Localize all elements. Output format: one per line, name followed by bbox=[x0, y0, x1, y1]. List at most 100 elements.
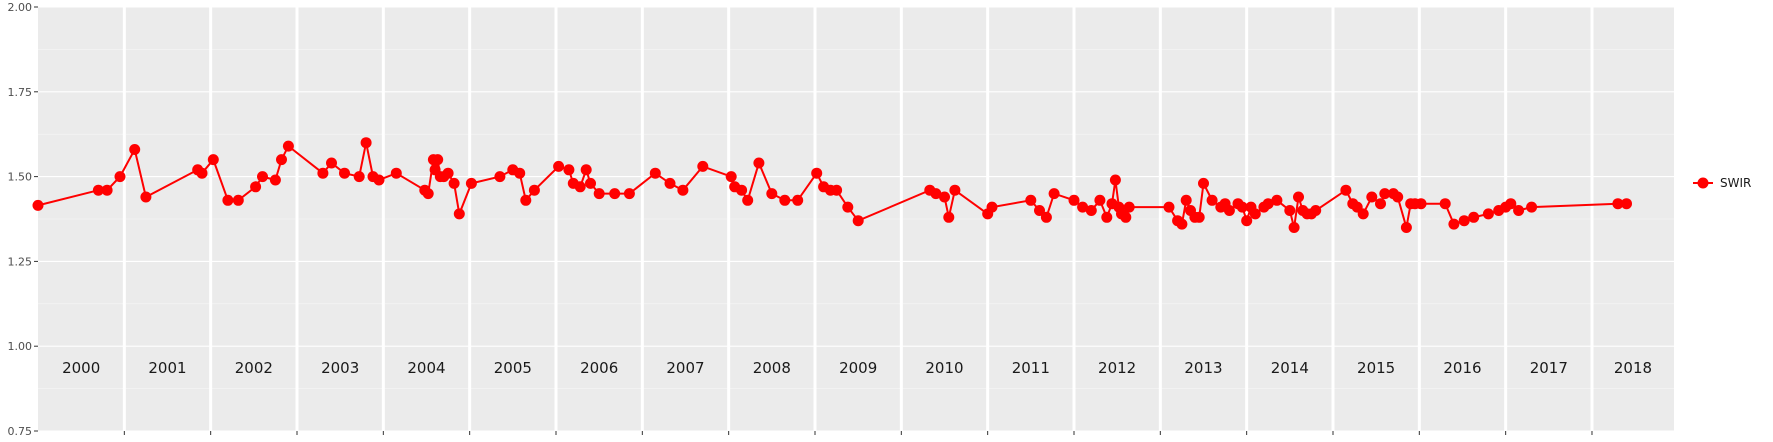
year-label-2013: 2013 bbox=[1184, 359, 1222, 377]
data-point bbox=[250, 181, 262, 193]
data-point bbox=[1249, 208, 1261, 220]
data-point bbox=[831, 184, 843, 196]
data-point bbox=[1163, 201, 1175, 213]
data-point bbox=[257, 171, 268, 183]
data-point bbox=[1101, 211, 1113, 223]
year-label-2003: 2003 bbox=[321, 359, 359, 377]
data-point bbox=[1439, 198, 1451, 210]
data-point bbox=[677, 184, 689, 196]
data-point bbox=[986, 201, 998, 213]
data-point bbox=[1068, 194, 1080, 206]
data-point bbox=[949, 184, 961, 196]
data-point bbox=[1120, 211, 1132, 223]
y-tick-label: 2.00 bbox=[8, 1, 33, 14]
data-point bbox=[1357, 208, 1369, 220]
data-point bbox=[649, 167, 661, 179]
data-point bbox=[563, 164, 575, 176]
year-label-2006: 2006 bbox=[580, 359, 618, 377]
data-point bbox=[742, 194, 754, 206]
data-point bbox=[269, 174, 281, 186]
year-label-2014: 2014 bbox=[1271, 359, 1309, 377]
data-point bbox=[1077, 201, 1089, 213]
data-point bbox=[1293, 191, 1304, 203]
data-point bbox=[222, 194, 234, 206]
data-point bbox=[585, 177, 596, 189]
data-point bbox=[930, 188, 942, 200]
data-point bbox=[1526, 201, 1538, 213]
year-label-2001: 2001 bbox=[148, 359, 186, 377]
data-point bbox=[360, 137, 372, 149]
year-label-2018: 2018 bbox=[1614, 359, 1652, 377]
data-point bbox=[1458, 215, 1470, 227]
data-point bbox=[697, 160, 709, 172]
data-point bbox=[939, 191, 950, 203]
data-point bbox=[574, 181, 586, 193]
data-point bbox=[593, 188, 605, 200]
legend-label: SWIR bbox=[1720, 176, 1751, 190]
data-point bbox=[1040, 211, 1052, 223]
data-point bbox=[353, 171, 365, 183]
data-point bbox=[1621, 198, 1632, 210]
data-point bbox=[528, 184, 540, 196]
data-point bbox=[1180, 194, 1192, 206]
data-point bbox=[1400, 222, 1412, 233]
data-point bbox=[553, 160, 565, 172]
year-labels: 2000 2001 2002 2003 2004 2005 2006 2007 2008 2009… bbox=[62, 359, 1652, 377]
data-point bbox=[842, 201, 854, 213]
data-point bbox=[326, 157, 337, 169]
data-point bbox=[811, 167, 823, 179]
data-point bbox=[1375, 198, 1386, 210]
year-label-2015: 2015 bbox=[1357, 359, 1395, 377]
data-point bbox=[852, 215, 864, 227]
data-point bbox=[1513, 205, 1525, 216]
data-point bbox=[1176, 218, 1188, 230]
data-point bbox=[1206, 194, 1218, 206]
data-point bbox=[736, 184, 748, 196]
data-point bbox=[1612, 198, 1624, 210]
data-point bbox=[1505, 198, 1517, 210]
data-point bbox=[1468, 211, 1480, 223]
data-point bbox=[1109, 174, 1121, 186]
data-point bbox=[725, 171, 737, 183]
year-label-2012: 2012 bbox=[1098, 359, 1136, 377]
data-point bbox=[520, 194, 532, 206]
data-point bbox=[317, 167, 329, 179]
data-point bbox=[1094, 194, 1106, 206]
year-label-2007: 2007 bbox=[666, 359, 704, 377]
y-tick-label: 1.75 bbox=[8, 86, 33, 99]
year-label-2016: 2016 bbox=[1443, 359, 1481, 377]
data-point bbox=[432, 154, 444, 166]
data-point bbox=[1340, 184, 1352, 196]
data-point bbox=[494, 171, 506, 183]
data-point bbox=[1193, 211, 1205, 223]
data-point bbox=[1366, 191, 1378, 203]
data-point bbox=[422, 188, 434, 200]
y-tick-label: 0.75 bbox=[8, 425, 33, 438]
data-point bbox=[1392, 191, 1404, 203]
data-point bbox=[623, 188, 635, 200]
data-point bbox=[943, 211, 955, 223]
legend: SWIR bbox=[1693, 176, 1751, 190]
data-point bbox=[282, 140, 294, 152]
data-point bbox=[1284, 205, 1296, 216]
data-point bbox=[1379, 188, 1391, 200]
data-point bbox=[1310, 205, 1322, 216]
data-point bbox=[1482, 208, 1494, 220]
data-point bbox=[1448, 218, 1460, 230]
data-point bbox=[442, 167, 454, 179]
data-point bbox=[114, 171, 126, 183]
year-label-2017: 2017 bbox=[1530, 359, 1568, 377]
year-label-2009: 2009 bbox=[839, 359, 877, 377]
legend-item: SWIR bbox=[1693, 176, 1751, 190]
year-label-2008: 2008 bbox=[753, 359, 791, 377]
year-label-2005: 2005 bbox=[494, 359, 532, 377]
data-point bbox=[1241, 215, 1253, 227]
data-point bbox=[779, 194, 791, 206]
data-point bbox=[196, 167, 208, 179]
data-point bbox=[1271, 194, 1283, 206]
data-point bbox=[373, 174, 385, 186]
year-label-2011: 2011 bbox=[1012, 359, 1050, 377]
legend-key-point bbox=[1697, 177, 1709, 189]
data-point bbox=[207, 154, 219, 166]
data-point bbox=[339, 167, 350, 179]
